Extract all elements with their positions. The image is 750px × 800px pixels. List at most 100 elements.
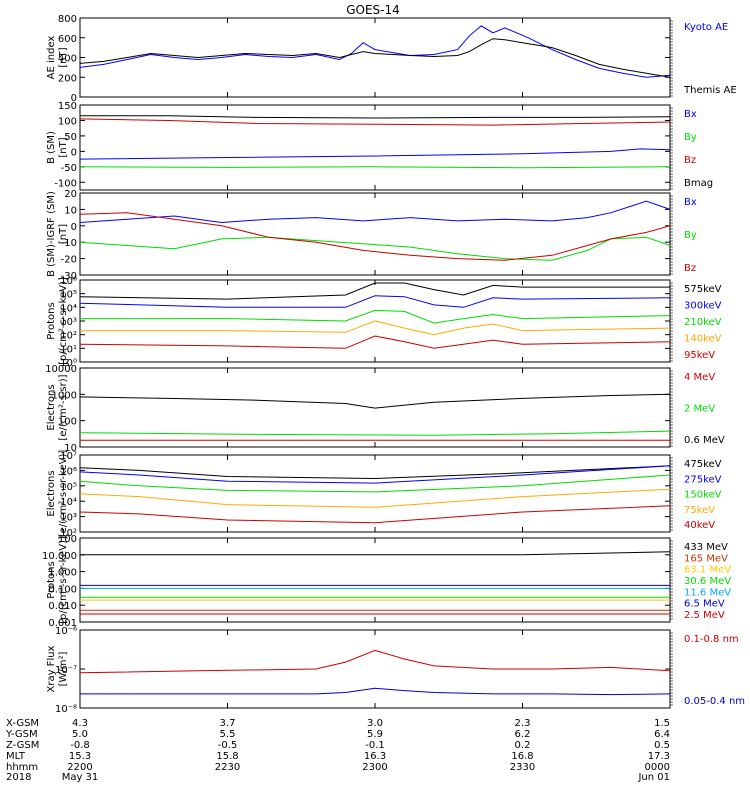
footer-value: 2200	[67, 762, 92, 773]
legend-label: 6.5 MeV	[684, 599, 725, 610]
legend-label: 165 MeV	[684, 553, 728, 564]
series-line-by	[79, 166, 671, 169]
y-tick-label: -50	[61, 163, 77, 174]
series-line-210kev	[80, 309, 671, 324]
series-line-0-1-0-8-nm	[79, 649, 671, 674]
series-line-0-6-mev	[79, 393, 671, 409]
series-line-0-05-0-4-nm	[80, 687, 671, 696]
footer-row-label: Y-GSM	[5, 729, 38, 740]
y-tick-label: 1.000	[48, 568, 77, 579]
y-tick-label: 10⁵	[60, 290, 77, 301]
y-axis-label: B (SM)	[46, 131, 57, 164]
y-axis-label: [W/m²]	[58, 651, 69, 686]
y-tick-label: 400	[58, 54, 77, 65]
legend-label: 0.1-0.8 nm	[684, 634, 739, 645]
footer-value: 16.3	[364, 751, 386, 762]
series-line-433-mev	[80, 551, 671, 556]
footer-row-label: MLT	[6, 751, 26, 762]
y-tick-label: 0	[71, 93, 77, 104]
legend-label: Themis AE	[683, 85, 737, 96]
y-axis-label: [nT]	[58, 224, 69, 244]
y-tick-label: 100	[58, 534, 77, 545]
series-line-kyoto-ae	[79, 25, 671, 78]
y-tick-label: 0	[71, 222, 77, 233]
footer-value: May 31	[62, 772, 99, 783]
y-axis-label: Electrons	[46, 470, 57, 516]
panel-frame	[79, 192, 671, 276]
legend-label: 575keV	[684, 284, 722, 295]
y-axis-label: Electrons	[46, 384, 57, 430]
footer-value: 5.9	[367, 729, 383, 740]
y-axis-label: [p/(cm²-s-sr-keV)]	[58, 277, 69, 365]
y-tick-label: 20	[64, 189, 77, 200]
panel-protons_low: 10⁰ 10¹ 10² 10³ 10⁴ 10⁵ 10⁶ Protons [p/(cm²-s-sr…	[46, 276, 722, 369]
series-line-themis-ae	[79, 38, 671, 78]
footer-value: 2.3	[515, 718, 531, 729]
series-line-575kev	[79, 282, 670, 300]
footer-value: 6.2	[515, 729, 531, 740]
legend-label: 40keV	[684, 520, 715, 531]
series-line-bx	[79, 148, 671, 160]
legend-label: Bx	[684, 197, 697, 208]
y-axis-label: [p/(cm²-s-sr-keV)]	[58, 536, 69, 624]
y-tick-label: 100	[58, 417, 77, 428]
legend-label: By	[684, 132, 697, 143]
y-tick-label: -20	[61, 255, 77, 266]
y-tick-label: 50	[64, 132, 77, 143]
footer-value: 0.5	[654, 740, 670, 751]
footer-value: 6.4	[654, 729, 670, 740]
y-tick-label: 10⁻⁶	[55, 626, 77, 637]
y-axis-label: [e/(cm²-s-sr-keV)]	[58, 450, 69, 538]
panel-protons_mev: 0.001 0.010 0.100 1.000 10.000 100 Protons [p/(…	[42, 534, 731, 629]
series-line-by	[79, 236, 671, 261]
legend-label: 11.6 MeV	[684, 587, 731, 598]
legend-label: 2.5 MeV	[684, 610, 725, 621]
legend-label: Bz	[684, 263, 696, 274]
footer-value: 2330	[510, 762, 535, 773]
footer-row-label: hhmm	[6, 762, 38, 773]
chart-title: GOES-14	[346, 3, 400, 17]
legend-label: 300keV	[684, 301, 722, 312]
legend-label: 275keV	[684, 474, 722, 485]
y-axis-label: AE index	[46, 36, 57, 80]
footer-value: 5.5	[220, 729, 236, 740]
series-line-2-mev	[79, 430, 671, 436]
y-tick-label: 10²	[60, 528, 77, 539]
panel-bigrf: -30 -20 -10 0 10 20 B (SM)-IGRF (SM) [nT] Bx By Bz	[46, 189, 697, 282]
legend-label: 4 MeV	[684, 372, 715, 383]
series-line-75kev	[79, 488, 671, 508]
y-tick-label: -30	[61, 271, 77, 282]
y-axis-label: Protons	[46, 302, 57, 339]
y-tick-label: 10000	[45, 364, 77, 375]
y-tick-label: -10	[61, 238, 77, 249]
footer-value: -0.5	[218, 740, 238, 751]
y-axis-label: [nT]	[58, 137, 69, 157]
y-tick-label: 10⁵	[60, 482, 77, 493]
y-tick-label: 200	[58, 73, 77, 84]
legend-label: 150keV	[684, 490, 722, 501]
footer-value: 17.3	[648, 751, 670, 762]
y-tick-label: 1000	[52, 390, 77, 401]
footer-value: 0000	[645, 762, 670, 773]
legend-label: 140keV	[684, 334, 722, 345]
y-tick-label: 150	[58, 101, 77, 112]
legend-label: Kyoto AE	[684, 22, 728, 33]
panel-xray: 10⁻⁸ 10⁻⁷ 10⁻⁶ Xray Flux [W/m²] 0.1-0.8 nm 0.0…	[46, 626, 745, 715]
footer-value: 15.8	[216, 751, 238, 762]
series-line-475kev	[79, 465, 671, 480]
footer-value: 16.8	[511, 751, 533, 762]
footer-value: 3.0	[367, 718, 383, 729]
y-tick-label: 100	[58, 116, 77, 127]
footer-value: 0.2	[515, 740, 531, 751]
legend-label: 0.6 MeV	[684, 435, 725, 446]
panel-electrons_mev: 10 100 1000 10000 Electrons [e/(cm²-s-sr)] 4 M…	[45, 364, 725, 454]
series-line-150kev	[79, 474, 671, 493]
y-tick-label: 0.010	[48, 601, 77, 612]
legend-label: 433 MeV	[684, 542, 728, 553]
y-tick-label: 10⁴	[60, 497, 77, 508]
y-tick-label: 10³	[60, 317, 77, 328]
y-tick-label: 10⁷	[60, 451, 77, 462]
